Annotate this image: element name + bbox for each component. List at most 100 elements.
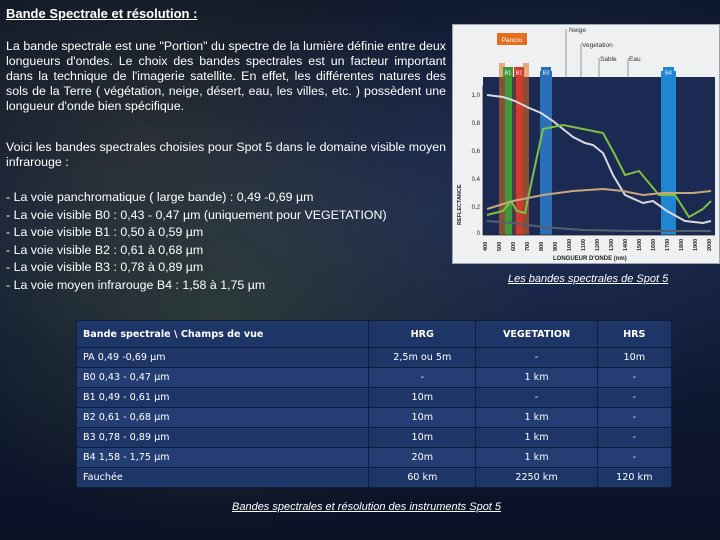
table-header-cell: Bande spectrale \ Champs de vue: [75, 320, 370, 348]
y-axis-title: REFLECTANCE: [457, 184, 463, 225]
table-cell: -: [475, 387, 598, 408]
pan-band-label: Pancro: [502, 37, 523, 44]
y-tick-label: 0,4: [472, 177, 481, 183]
b3-band-header: [541, 67, 551, 77]
b2-band-header: [514, 67, 524, 77]
pan-band-header: [497, 33, 527, 45]
table-cell: 10m: [368, 407, 477, 428]
table-cell: -: [368, 367, 477, 388]
intro-paragraph: La bande spectrale est une "Portion" du …: [6, 39, 446, 113]
table-header-cell: HRG: [368, 320, 477, 348]
table-cell: 1 km: [475, 407, 598, 428]
table-cell: -: [475, 347, 598, 368]
table-cell: -: [596, 447, 673, 468]
x-tick-label: 500: [497, 242, 503, 251]
table-cell: B2 0,61 - 0,68 µm: [75, 407, 370, 428]
spectral-bands-diagram: Pancro B1 B2 B3 B4 Neige Vegetation Sabl…: [453, 25, 719, 263]
table-row: B0 0,43 - 0,47 µm - 1 km -: [75, 367, 673, 388]
band-list: - La voie panchromatique ( large bande) …: [6, 189, 456, 295]
band-item-pan: - La voie panchromatique ( large bande) …: [6, 190, 314, 204]
x-tick-label: 1100: [581, 239, 587, 251]
band-item-b4: - La voie moyen infrarouge B4 : 1,58 à 1…: [6, 277, 266, 292]
y-tick-label: 0: [477, 231, 481, 237]
resolution-table: Bande spectrale \ Champs de vue HRG VEGE…: [75, 320, 673, 488]
b2-band-label: B2: [516, 71, 523, 77]
x-tick-label: 1900: [693, 239, 699, 251]
table-header-cell: VEGETATION: [475, 320, 598, 348]
x-tick-label: 1400: [623, 239, 629, 251]
band-item-b1: - La voie visible B1 : 0,50 à 0,59 µm: [6, 225, 204, 240]
table-row: B1 0,49 - 0,61 µm 10m - -: [75, 387, 673, 408]
sable-curve: [486, 187, 712, 210]
table-cell: Fauchée: [75, 467, 370, 488]
table-row: PA 0,49 -0,69 µm 2,5m ou 5m - 10m: [75, 347, 673, 368]
y-tick-label: 0,6: [472, 149, 481, 155]
table-cell: 120 km: [596, 467, 673, 488]
pan-band-column: [499, 63, 505, 235]
y-tick-label: 1,0: [472, 93, 481, 99]
table-cell: 1 km: [475, 447, 598, 468]
x-tick-label: 800: [539, 242, 545, 251]
table-cell: B1 0,49 - 0,61 µm: [75, 387, 370, 408]
table-header-cell: HRS: [596, 320, 673, 348]
x-tick-label: 1600: [651, 239, 657, 251]
neige-curve: [486, 94, 712, 225]
table-cell: 10m: [368, 387, 477, 408]
b3-band-label: B3: [543, 71, 550, 77]
x-tick-label: 700: [525, 242, 531, 251]
table-cell: B0 0,43 - 0,47 µm: [75, 367, 370, 388]
bands-intro-paragraph: Voici les bandes spectrales choisies pou…: [6, 140, 446, 169]
sable-label: Sable: [600, 56, 617, 63]
table-caption: Bandes spectrales et résolution des inst…: [232, 501, 502, 513]
table-row: B4 1,58 - 1,75 µm 20m 1 km -: [75, 447, 673, 468]
eau-label: Eau: [629, 56, 641, 63]
x-tick-label: 1700: [665, 239, 671, 251]
table-cell: B3 0,78 - 0,89 µm: [75, 427, 370, 448]
table-row: Fauchée 60 km 2250 km 120 km: [75, 467, 673, 488]
band-item-b2: - La voie visible B2 : 0,61 à 0,68 µm: [6, 242, 204, 257]
table-cell: 20m: [368, 447, 477, 468]
x-axis-title: LONGUEUR D'ONDE (nm): [553, 256, 627, 262]
x-tick-label: 1500: [637, 239, 643, 251]
vegetation-label: Vegetation: [582, 42, 613, 49]
y-tick-label: 0,8: [472, 121, 481, 127]
y-tick-label: 0,2: [472, 205, 481, 211]
table-cell: 60 km: [368, 467, 477, 488]
table-cell: B4 1,58 - 1,75 µm: [75, 447, 370, 468]
pan-band-column-right: [523, 63, 529, 235]
figure-caption: Les bandes spectrales de Spot 5: [508, 273, 669, 285]
table-cell: -: [596, 407, 673, 428]
x-tick-label: 400: [483, 242, 489, 251]
x-tick-label: 900: [553, 242, 559, 251]
table-cell: 10m: [596, 347, 673, 368]
x-tick-label: 1800: [679, 239, 685, 251]
b4-band-column: [661, 71, 676, 235]
b3-band-column: [540, 71, 552, 235]
page-title: Bande Spectrale et résolution :: [6, 6, 198, 21]
table-cell: 1 km: [475, 367, 598, 388]
spectral-bands-figure: Pancro B1 B2 B3 B4 Neige Vegetation Sabl…: [452, 24, 720, 264]
table-row: B3 0,78 - 0,89 µm 10m 1 km -: [75, 427, 673, 448]
vegetation-curve: [486, 123, 712, 219]
b1-band-header: [503, 67, 513, 77]
x-tick-label: 2000: [707, 239, 713, 251]
b2-band-column: [516, 71, 523, 235]
x-tick-labels: 400 500 600 700 800 900 1000 1100 1200 1…: [483, 239, 713, 251]
table-cell: PA 0,49 -0,69 µm: [75, 347, 370, 368]
b4-band-header: [663, 67, 674, 77]
x-tick-label: 600: [511, 242, 517, 251]
table-cell: 10m: [368, 427, 477, 448]
x-tick-label: 1000: [567, 239, 573, 251]
b4-band-label: B4: [665, 71, 672, 77]
neige-label: Neige: [569, 27, 586, 34]
table-cell: -: [596, 427, 673, 448]
table-header-row: Bande spectrale \ Champs de vue HRG VEGE…: [75, 320, 673, 348]
x-tick-label: 1200: [595, 239, 601, 251]
b1-band-label: B1: [505, 71, 512, 77]
eau-curve: [486, 220, 711, 232]
table-row: B2 0,61 - 0,68 µm 10m 1 km -: [75, 407, 673, 428]
table-cell: 1 km: [475, 427, 598, 448]
table-cell: 2250 km: [475, 467, 598, 488]
x-tick-label: 1300: [609, 239, 615, 251]
table-cell: -: [596, 387, 673, 408]
